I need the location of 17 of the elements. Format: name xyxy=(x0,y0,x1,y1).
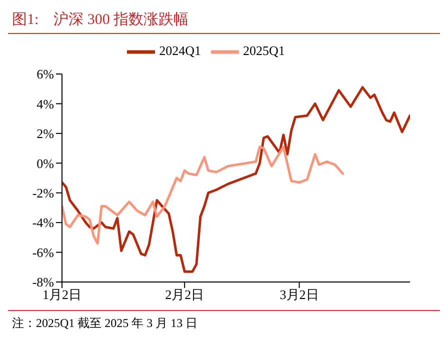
y-tick-label: 2% xyxy=(36,126,54,142)
x-tick-label: 2月2日 xyxy=(165,287,204,302)
y-tick-label: 0% xyxy=(36,156,54,171)
y-tick-label: -6% xyxy=(32,244,54,260)
x-tick-label: 3月2日 xyxy=(280,287,319,302)
y-tick-label: -2% xyxy=(32,185,54,200)
text: 注：2025Q1 截至 2025 年 3 月 13 日 xyxy=(12,315,199,332)
legend-label: 2024Q1 xyxy=(159,42,201,58)
x-tick-label: 1月2日 xyxy=(42,287,82,302)
legend-label: 2025Q1 xyxy=(243,42,285,58)
y-tick-label: -4% xyxy=(32,215,54,230)
y-tick-label: -8% xyxy=(32,274,54,290)
chart-title: 图1: 沪深 300 指数涨跌幅 xyxy=(8,8,440,34)
y-tick-label: 6% xyxy=(36,66,54,82)
line-series xyxy=(62,86,410,273)
line-series xyxy=(62,146,344,245)
y-tick-label: 4% xyxy=(36,96,54,112)
